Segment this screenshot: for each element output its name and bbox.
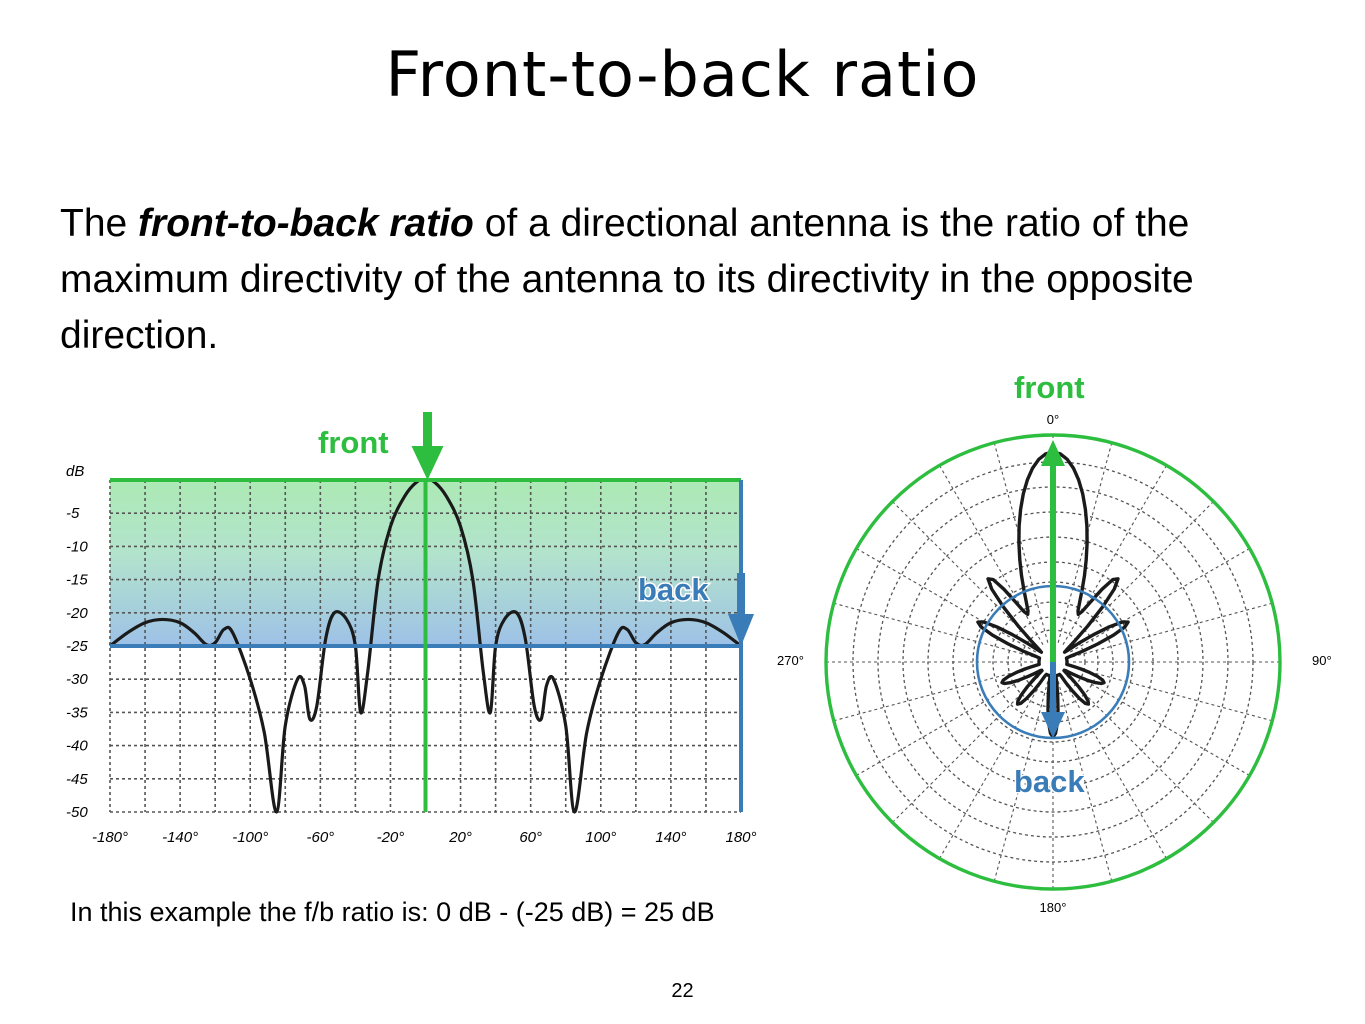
slide-title: Front-to-back ratio xyxy=(385,38,980,111)
y-tick-label: -25 xyxy=(66,638,88,655)
polar-grid-spoke xyxy=(1057,681,1113,882)
front-level-circle xyxy=(824,433,1282,891)
y-tick-label: -5 xyxy=(66,505,80,522)
polar-grid-spoke xyxy=(939,679,1044,859)
polar-grid-spoke xyxy=(892,501,1040,649)
polar-grid-spoke xyxy=(1062,679,1167,859)
polar-grid-spoke xyxy=(856,671,1036,776)
y-axis-label: dB xyxy=(66,463,84,480)
front-label: front xyxy=(1014,370,1085,405)
x-tick-label: -180° xyxy=(92,829,128,846)
polar-grid-spoke xyxy=(856,548,1036,653)
polar-grid-spoke xyxy=(833,666,1034,722)
polar-grid-ring xyxy=(902,511,1204,813)
angle-label-270: 270° xyxy=(777,653,804,668)
x-tick-label: -60° xyxy=(306,829,334,846)
x-tick-label: 60° xyxy=(519,829,542,846)
polar-grid-spoke xyxy=(1072,602,1273,658)
polar-grid-spoke xyxy=(1070,548,1250,653)
x-tick-label: -20° xyxy=(377,829,405,846)
rectangular-pattern-chart: dB -5 -10 -15 -20 -25 -30 -35 -40 -45 -50-180° -140… xyxy=(66,412,757,846)
polar-grid-spoke xyxy=(892,675,1040,823)
polar-grid-spoke xyxy=(993,681,1049,882)
polar-grid-spoke xyxy=(1070,671,1250,776)
polar-grid-spoke xyxy=(833,602,1034,658)
angle-label-0: 0° xyxy=(1047,412,1059,427)
y-tick-label: -45 xyxy=(66,771,88,788)
x-tick-label: 20° xyxy=(448,829,472,846)
definition-paragraph: The front-to-back ratio of a directional… xyxy=(60,196,1290,364)
polar-grid-spoke xyxy=(1072,666,1273,722)
x-tick-label: -100° xyxy=(232,829,268,846)
front-label: front xyxy=(318,425,389,460)
polar-grid-spoke xyxy=(1066,501,1214,649)
y-tick-label: -15 xyxy=(66,572,88,589)
y-tick-label: -30 xyxy=(66,671,88,688)
definition-term: front-to-back ratio xyxy=(138,202,474,245)
y-tick-label: -10 xyxy=(66,538,88,555)
y-tick-label: -35 xyxy=(66,704,88,721)
front-arrow-icon xyxy=(411,446,444,480)
x-tick-label: 140° xyxy=(655,829,686,846)
back-arrow-icon xyxy=(1041,712,1065,738)
polar-grid-spoke xyxy=(1066,675,1214,823)
ratio-caption: In this example the f/b ratio is: 0 dB -… xyxy=(70,897,715,927)
angle-label-180: 180° xyxy=(1040,900,1067,915)
polar-grid-spoke xyxy=(993,442,1049,643)
angle-label-90: 90° xyxy=(1312,653,1332,668)
x-tick-label: 180° xyxy=(725,829,756,846)
x-tick-label: 100° xyxy=(585,829,616,846)
polar-pattern-chart: 0° 90° 180° 270° front back xyxy=(777,369,1332,916)
x-tick-label: -140° xyxy=(162,829,198,846)
definition-text-rest: of a directional antenna is the ratio of… xyxy=(60,202,1194,357)
slide-number: 22 xyxy=(671,980,694,1002)
y-tick-label: -50 xyxy=(66,804,88,821)
polar-grid-spoke xyxy=(1057,442,1113,643)
y-tick-label: -40 xyxy=(66,738,88,755)
polar-grid-spoke xyxy=(1062,465,1167,645)
back-label: back xyxy=(638,572,709,607)
polar-grid-spoke xyxy=(939,465,1044,645)
definition-text-start: The xyxy=(60,202,139,245)
y-tick-label: -20 xyxy=(66,605,88,622)
back-label: back xyxy=(1014,764,1085,799)
front-arrow-icon xyxy=(1041,440,1065,466)
back-arrow-icon xyxy=(728,614,754,646)
